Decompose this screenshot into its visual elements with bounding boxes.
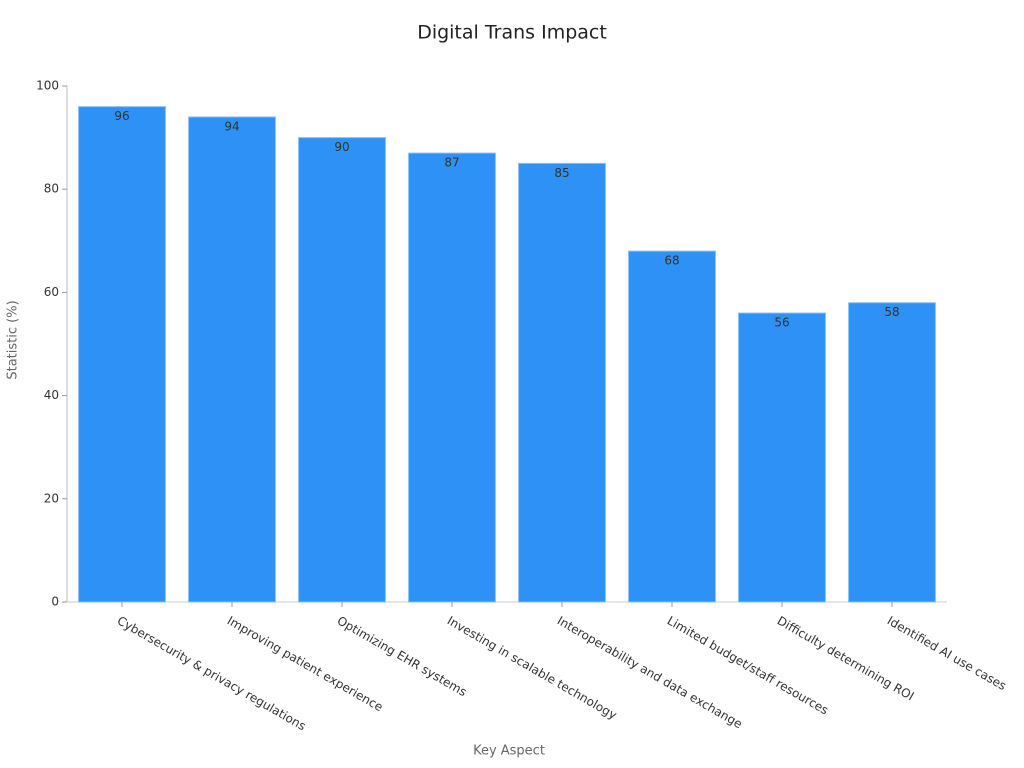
x-tick-label: Investing in scalable technology	[445, 614, 619, 723]
data-label: 68	[664, 254, 679, 268]
bar	[628, 250, 716, 603]
x-tick-label: Interoperability and data exchange	[555, 614, 745, 732]
bar	[298, 137, 386, 603]
bar	[408, 152, 496, 603]
data-label: 90	[334, 140, 349, 154]
y-tick-label: 0	[51, 595, 59, 609]
data-label: 58	[884, 305, 899, 319]
data-label: 87	[444, 156, 459, 170]
y-tick-label: 100	[36, 79, 59, 93]
data-label: 56	[774, 316, 789, 330]
x-tick-label: Identified AI use cases	[885, 614, 1009, 694]
chart-title: Digital Trans Impact	[417, 22, 607, 44]
x-tick-label: Cybersecurity & privacy regulations	[115, 614, 309, 734]
bar	[518, 162, 606, 603]
bar	[78, 106, 166, 603]
y-tick-label: 60	[44, 285, 59, 299]
data-label: 94	[224, 119, 239, 133]
y-tick-label: 20	[44, 491, 59, 505]
bar	[848, 302, 936, 603]
bar	[738, 312, 826, 603]
y-tick-label: 40	[44, 388, 59, 402]
data-label: 96	[114, 109, 129, 123]
x-axis-title: Key Aspect	[473, 744, 545, 759]
data-label: 85	[554, 166, 569, 180]
y-axis-title: Statistic (%)	[6, 300, 21, 379]
y-tick-label: 80	[44, 182, 59, 196]
bar	[188, 116, 276, 603]
